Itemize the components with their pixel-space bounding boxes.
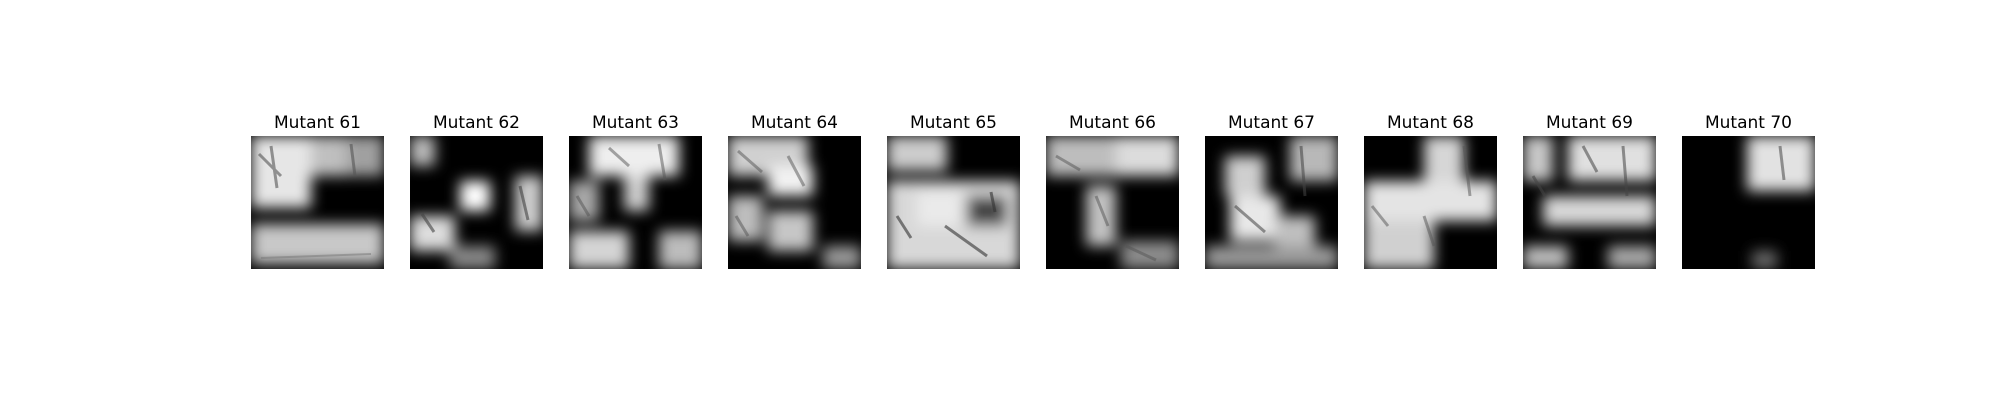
mutant-image (1364, 136, 1497, 269)
mutant-image (410, 136, 543, 269)
panel-title: Mutant 66 (1068, 113, 1156, 133)
mutant-image (1205, 136, 1338, 269)
mutant-image (569, 136, 702, 269)
panel-title: Mutant 69 (1545, 113, 1633, 133)
mutant-image (728, 136, 861, 269)
mutant-image (1046, 136, 1179, 269)
panel-title: Mutant 68 (1386, 113, 1474, 133)
panel-title: Mutant 70 (1704, 113, 1792, 133)
panel-title: Mutant 64 (750, 113, 838, 133)
mutant-image (1523, 136, 1656, 269)
panel-title: Mutant 61 (273, 113, 361, 133)
panel-title: Mutant 67 (1227, 113, 1315, 133)
mutant-image (251, 136, 384, 269)
mutant-image (887, 136, 1020, 269)
panel-title: Mutant 63 (591, 113, 679, 133)
mutant-image (1682, 136, 1815, 269)
panel-title: Mutant 62 (432, 113, 520, 133)
panel-title: Mutant 65 (909, 113, 997, 133)
